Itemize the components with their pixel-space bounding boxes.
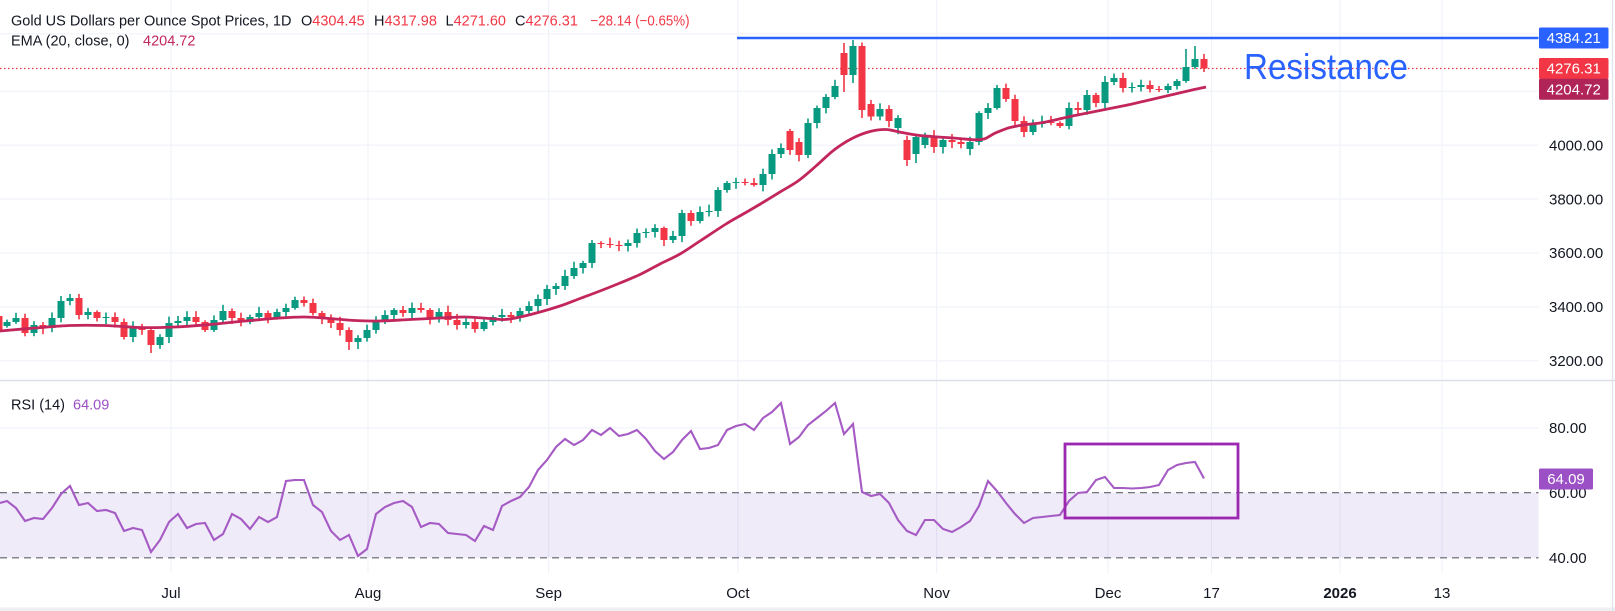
svg-text:Gold US Dollars per Ounce Spot: Gold US Dollars per Ounce Spot Prices, 1…: [11, 14, 291, 30]
svg-text:40.00: 40.00: [1549, 550, 1587, 567]
svg-text:C4276.31: C4276.31: [515, 14, 578, 30]
svg-text:O4304.45: O4304.45: [301, 14, 365, 30]
svg-text:4204.72: 4204.72: [1547, 82, 1601, 99]
svg-text:Resistance: Resistance: [1244, 46, 1408, 87]
svg-text:64.09: 64.09: [1547, 471, 1585, 488]
svg-text:Oct: Oct: [726, 585, 750, 602]
svg-text:3600.00: 3600.00: [1549, 245, 1603, 262]
svg-text:64.09: 64.09: [73, 398, 109, 414]
svg-text:3800.00: 3800.00: [1549, 191, 1603, 208]
svg-text:13: 13: [1434, 585, 1451, 602]
svg-text:Jul: Jul: [161, 585, 180, 602]
svg-text:17: 17: [1203, 585, 1220, 602]
svg-text:4384.21: 4384.21: [1547, 30, 1601, 47]
svg-text:H4317.98: H4317.98: [374, 14, 437, 30]
svg-text:4276.31: 4276.31: [1547, 61, 1601, 78]
svg-text:3200.00: 3200.00: [1549, 353, 1603, 370]
svg-text:2026: 2026: [1323, 585, 1356, 602]
svg-text:L4271.60: L4271.60: [446, 14, 507, 30]
svg-text:EMA (20, close, 0): EMA (20, close, 0): [11, 34, 129, 50]
svg-text:Aug: Aug: [355, 585, 382, 602]
svg-text:Nov: Nov: [923, 585, 950, 602]
svg-text:RSI (14): RSI (14): [11, 398, 65, 414]
svg-text:−28.14 (−0.65%): −28.14 (−0.65%): [591, 14, 690, 30]
svg-text:80.00: 80.00: [1549, 420, 1587, 437]
svg-text:3400.00: 3400.00: [1549, 299, 1603, 316]
svg-text:4204.72: 4204.72: [143, 34, 195, 50]
svg-text:Dec: Dec: [1095, 585, 1122, 602]
svg-text:Sep: Sep: [535, 585, 562, 602]
svg-text:4000.00: 4000.00: [1549, 137, 1603, 154]
